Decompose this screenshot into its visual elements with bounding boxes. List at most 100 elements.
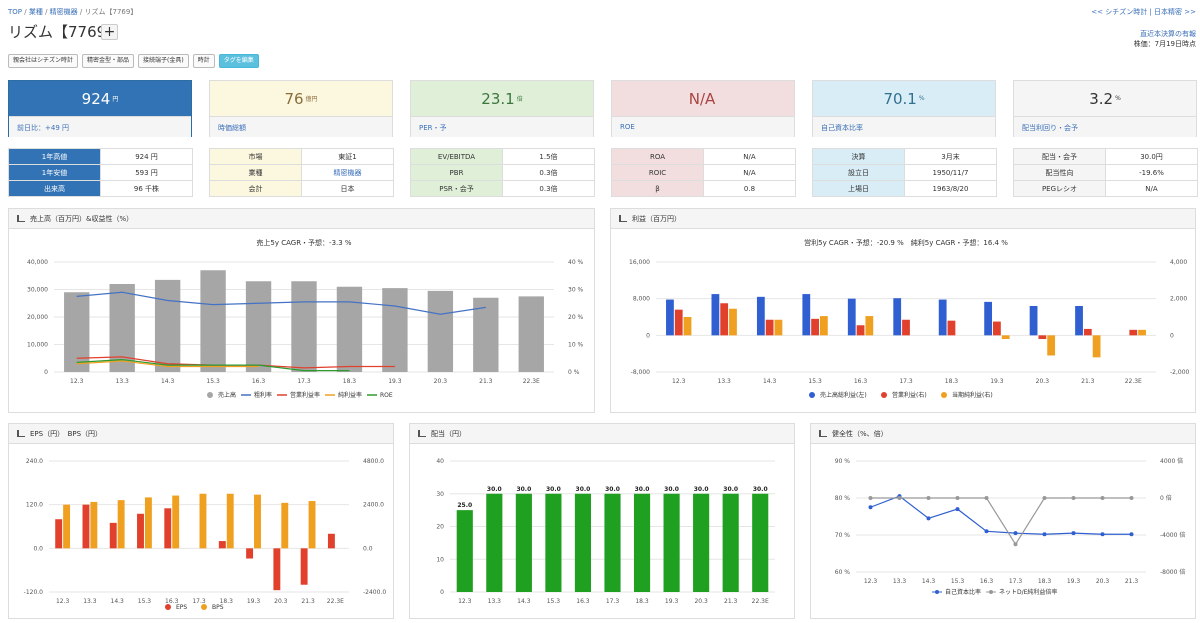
legend-label: 純利益率 <box>338 391 362 399</box>
price-table: 1年高値 924 円 1年安値 593 円 出来高 96 千株 <box>8 148 193 197</box>
table-value: 593 円 <box>101 165 193 181</box>
kpi-label[interactable]: 時価総額 <box>210 116 392 137</box>
y-tick-label: 10 <box>436 556 444 563</box>
table-value: 0.3倍 <box>503 181 595 197</box>
bar <box>939 300 947 336</box>
bar <box>172 496 179 549</box>
y2-tick-label: 4000 倍 <box>1160 457 1183 465</box>
y2-tick-label: 4,000 <box>1170 259 1187 266</box>
breadcrumb-sep: / <box>45 8 47 16</box>
y2-tick-label: 2,000 <box>1170 296 1187 303</box>
bar <box>675 310 683 336</box>
y2-tick-label: 0 <box>1170 332 1174 339</box>
bar <box>802 294 810 335</box>
table-key: 1年安値 <box>9 165 101 181</box>
dividend-table: 配当・会予 30.0円 配当性向 -19.6% PEGレシオ N/A <box>1013 148 1198 197</box>
legend-marker <box>881 392 887 398</box>
bar <box>775 320 783 336</box>
x-tick-label: 13.3 <box>83 598 97 605</box>
bar <box>820 316 828 335</box>
x-tick-label: 20.3 <box>694 598 708 605</box>
table-key: PSR・会予 <box>411 181 503 197</box>
series-line <box>77 292 486 314</box>
bar <box>337 287 362 372</box>
kpi-label[interactable]: 配当利回り・会予 <box>1014 116 1196 137</box>
tag-parent[interactable]: 親会社はシチズン時計 <box>8 54 78 68</box>
bar <box>90 502 97 548</box>
x-tick-label: 20.3 <box>1036 378 1050 385</box>
tag-clock[interactable]: 時計 <box>193 54 215 68</box>
y-tick-label: 90 % <box>835 458 851 465</box>
x-tick-label: 13.3 <box>116 378 130 385</box>
y-tick-label: 10,000 <box>27 342 48 349</box>
kpi-value: 924 <box>82 90 111 108</box>
breadcrumb-top[interactable]: TOP <box>8 8 22 16</box>
x-tick-label: 22.3E <box>523 378 540 385</box>
bar <box>1038 335 1046 339</box>
kpi-label[interactable]: 自己資本比率 <box>813 116 995 137</box>
bar <box>893 298 901 335</box>
x-tick-label: 20.3 <box>274 598 288 605</box>
legend-marker <box>941 392 947 398</box>
y2-tick-label: -2400.0 <box>363 589 386 596</box>
panel-title: 配当（円） <box>431 430 466 438</box>
x-tick-label: 13.3 <box>893 578 907 585</box>
kpi-label[interactable]: ROE <box>612 116 794 137</box>
table-key: 配当性向 <box>1014 165 1106 181</box>
kpi-unit: 億円 <box>306 94 318 103</box>
x-tick-label: 12.3 <box>864 578 878 585</box>
profit-panel: 利益（百万円） 営利5y CAGR・予想：-20.9 % 純利5y CAGR・予… <box>610 208 1196 413</box>
chart-icon <box>17 215 25 222</box>
peer-nav-link[interactable]: << シチズン時計 | 日本精密 >> <box>1091 7 1196 17</box>
add-button[interactable]: + <box>101 24 118 40</box>
bar <box>666 300 674 336</box>
y-tick-label: 30 <box>436 491 444 498</box>
y2-tick-label: 0.0 <box>363 545 373 552</box>
table-value: 924 円 <box>101 149 193 165</box>
y-tick-label: 8,000 <box>633 296 650 303</box>
kpi-price: 924 円 前日比：+49 円 <box>8 80 192 137</box>
y-tick-label: 0 <box>440 589 444 596</box>
kpi-unit: % <box>1115 95 1121 102</box>
bar <box>309 501 316 548</box>
panel-title: 売上高（百万円）&収益性（%） <box>30 215 133 223</box>
legend-marker <box>809 392 815 398</box>
tag-terminal[interactable]: 接続端子(金具) <box>138 54 189 68</box>
industry-link[interactable]: 精密機器 <box>302 165 394 181</box>
dividend-panel: 配当（円） 0 10 20 30 40 12.3 13.3 14.3 15.3 16.3 17.3 1… <box>409 423 795 619</box>
bar <box>1138 330 1146 336</box>
y-tick-label: 70 % <box>835 532 851 539</box>
x-tick-label: 16.3 <box>576 598 590 605</box>
x-tick-label: 19.3 <box>247 598 261 605</box>
bar <box>516 494 532 592</box>
table-key: 1年高値 <box>9 149 101 165</box>
y-tick-label: 16,000 <box>629 259 650 266</box>
x-tick-label: 15.3 <box>206 378 220 385</box>
edit-tags-button[interactable]: タグを編集 <box>219 54 259 68</box>
x-tick-label: 12.3 <box>56 598 70 605</box>
breadcrumb-industry[interactable]: 精密機器 <box>50 8 78 16</box>
x-tick-label: 16.3 <box>854 378 868 385</box>
chart-icon <box>418 430 426 437</box>
bar <box>684 317 692 335</box>
kpi-value: 76 <box>284 90 303 108</box>
bar <box>273 548 280 590</box>
kpi-equity-ratio: 70.1% 自己資本比率 <box>812 80 996 137</box>
company-table: 決算 3月末 設立日 1950/11/7 上場日 1963/8/20 <box>812 148 997 197</box>
x-tick-label: 17.3 <box>192 598 206 605</box>
chart-icon <box>17 430 25 437</box>
bar <box>328 534 335 549</box>
table-value: 0.8 <box>704 181 796 197</box>
report-link[interactable]: 直近本決算の有報 <box>1140 30 1196 38</box>
breadcrumb-sector[interactable]: 業種 <box>29 8 43 16</box>
bar <box>1030 306 1038 335</box>
x-tick-label: 17.3 <box>899 378 913 385</box>
breadcrumb-current: リズム【7769】 <box>85 8 138 16</box>
tag-mold[interactable]: 精密金型・部品 <box>82 54 134 68</box>
bar <box>155 280 180 372</box>
x-tick-label: 14.3 <box>763 378 777 385</box>
kpi-per: 23.1 倍 PER・予 <box>410 80 594 137</box>
kpi-label[interactable]: PER・予 <box>411 116 593 137</box>
table-key: EV/EBITDA <box>411 149 503 165</box>
table-key: 出来高 <box>9 181 101 197</box>
